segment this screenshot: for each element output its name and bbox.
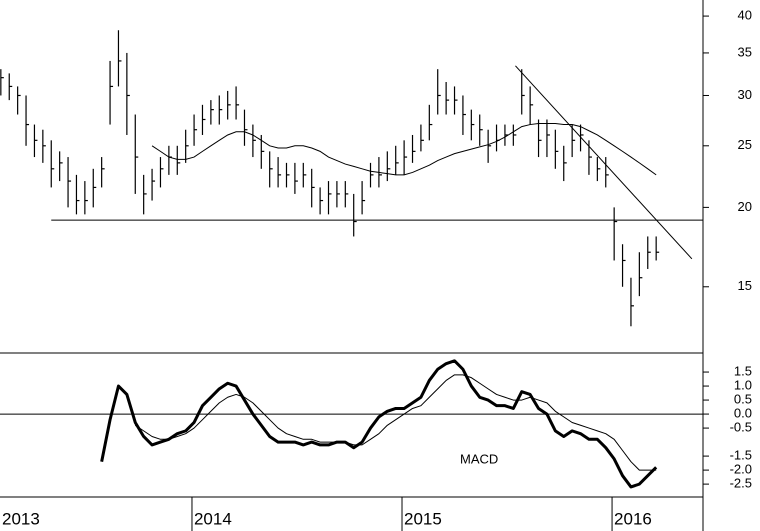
x-tick-label: 2016 (614, 509, 652, 528)
y-tick-label: 40 (738, 8, 752, 23)
y-tick-label: 30 (738, 87, 752, 102)
y-tick-label: -0.5 (730, 420, 752, 435)
y-tick-label: -2.0 (730, 462, 752, 477)
y-tick-label: 25 (738, 137, 752, 152)
y-tick-label: 15 (738, 278, 752, 293)
y-tick-label: 0.5 (734, 392, 752, 407)
indicator-label: MACD (460, 451, 498, 466)
y-tick-label: -2.5 (730, 476, 752, 491)
moving-average (151, 123, 657, 176)
x-tick-label: 2013 (2, 509, 40, 528)
trend-line (515, 65, 693, 260)
x-tick-label: 2015 (404, 509, 442, 528)
y-tick-label: -1.5 (730, 448, 752, 463)
x-tick-label: 2014 (194, 509, 232, 528)
y-tick-label: 0.0 (734, 406, 752, 421)
y-tick-label: 1.5 (734, 363, 752, 378)
indicator-line (134, 374, 657, 471)
y-tick-label: 35 (738, 44, 752, 59)
indicator-line (100, 359, 658, 489)
y-tick-label: 20 (738, 199, 752, 214)
y-tick-label: 1.0 (734, 377, 752, 392)
